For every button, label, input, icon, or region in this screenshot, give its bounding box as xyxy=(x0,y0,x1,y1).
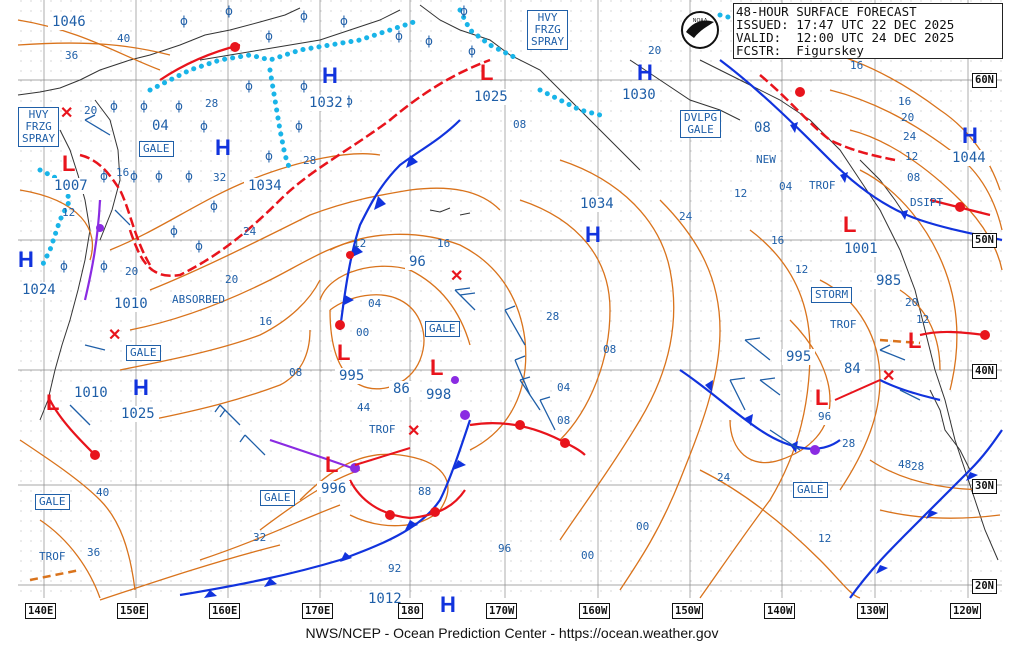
svg-text:ɸ: ɸ xyxy=(295,119,303,133)
latitude-label: 20N xyxy=(972,579,997,594)
longitude-label: 180 xyxy=(398,603,423,619)
annotation-new: NEW xyxy=(756,153,776,166)
svg-text:ɸ: ɸ xyxy=(110,99,118,113)
warm-front-bumps xyxy=(90,42,990,520)
noaa-logo: NOAA xyxy=(681,11,719,49)
warning-gale: GALE xyxy=(260,490,295,506)
annotation-trof: TROF xyxy=(39,550,66,563)
svg-text:ɸ: ɸ xyxy=(60,259,68,273)
latitude-label: 30N xyxy=(972,479,997,494)
header-valid: VALID: 12:00 UTC 24 DEC 2025 xyxy=(736,30,955,45)
annotation-absorbed: ABSORBED xyxy=(172,293,225,306)
annotation-dissipating: DSIPT xyxy=(910,196,944,209)
warning-gale: GALE xyxy=(425,321,460,337)
cold-front-barbs xyxy=(204,122,978,598)
forecast-tracks xyxy=(79,58,896,278)
svg-text:ɸ: ɸ xyxy=(210,199,218,213)
svg-text:ɸ: ɸ xyxy=(140,99,148,113)
warning-hvy-frzg-spray: HVY FRZG SPRAY xyxy=(527,10,569,50)
storm-motion-arrows xyxy=(354,379,881,466)
warning-gale: GALE xyxy=(793,482,828,498)
svg-text:ɸ: ɸ xyxy=(395,29,403,43)
longitude-label: 150W xyxy=(672,603,704,619)
dotted-grid xyxy=(18,0,1002,598)
svg-text:ɸ: ɸ xyxy=(340,14,348,28)
svg-text:ɸ: ɸ xyxy=(195,239,203,253)
longitude-label: 120W xyxy=(950,603,982,619)
svg-text:ɸ: ɸ xyxy=(130,169,138,183)
annotation-04: 04 xyxy=(152,118,169,134)
warning-hvy-frzg-spray: HVY FRZG SPRAY xyxy=(18,107,60,147)
freezing-spray-symbols: ɸ ɸ ɸ ɸ ɸ ɸ ɸ ɸ ɸ ɸ ɸ ɸ ɸ ɸ ɸ ɸ ɸ ɸ ɸ ɸ ɸ ɸ ɸ ɸ ɸ ɸ ɸ xyxy=(60,4,476,273)
longitude-label: 170E xyxy=(302,603,334,619)
svg-text:ɸ: ɸ xyxy=(245,79,253,93)
svg-text:ɸ: ɸ xyxy=(170,224,178,238)
header-forecaster: FCSTR: Figurskey xyxy=(736,43,864,58)
svg-text:ɸ: ɸ xyxy=(225,4,233,18)
forecast-header: 48-HOUR SURFACE FORECAST ISSUED: 17:47 U… xyxy=(733,3,1003,59)
header-title: 48-HOUR SURFACE FORECAST xyxy=(736,4,917,19)
svg-text:ɸ: ɸ xyxy=(185,169,193,183)
coastlines xyxy=(17,4,999,561)
warning-storm: STORM xyxy=(811,287,853,303)
trof-lines xyxy=(29,338,921,582)
annotation-trof: TROF xyxy=(369,423,396,436)
latitude-label: 40N xyxy=(972,364,997,379)
longitude-label: 160E xyxy=(209,603,241,619)
footer-credit: NWS/NCEP - Ocean Prediction Center - htt… xyxy=(305,625,719,641)
header-issued: ISSUED: 17:47 UTC 22 DEC 2025 xyxy=(736,17,955,32)
longitude-label: 150E xyxy=(117,603,149,619)
svg-text:ɸ: ɸ xyxy=(100,259,108,273)
longitude-label: 170W xyxy=(486,603,518,619)
svg-text:ɸ: ɸ xyxy=(300,79,308,93)
svg-text:ɸ: ɸ xyxy=(300,9,308,23)
svg-text:ɸ: ɸ xyxy=(175,99,183,113)
warning-gale: GALE xyxy=(139,141,174,157)
svg-text:ɸ: ɸ xyxy=(265,29,273,43)
warning-gale: GALE xyxy=(126,345,161,361)
annotation-trof: TROF xyxy=(830,318,857,331)
svg-text:ɸ: ɸ xyxy=(468,44,476,58)
longitude-label: 130W xyxy=(857,603,889,619)
occluded-front-symbols xyxy=(96,224,820,473)
warning-developing-gale: DVLPG GALE xyxy=(680,110,722,138)
svg-text:ɸ: ɸ xyxy=(200,119,208,133)
longitude-label: 140E xyxy=(25,603,57,619)
longitude-label: 160W xyxy=(579,603,611,619)
warning-gale: GALE xyxy=(35,494,70,510)
svg-text:ɸ: ɸ xyxy=(180,14,188,28)
svg-text:ɸ: ɸ xyxy=(460,4,468,18)
svg-text:NOAA: NOAA xyxy=(693,18,708,24)
annotation-08: 08 xyxy=(754,120,771,136)
wind-barbs xyxy=(69,114,921,456)
svg-text:ɸ: ɸ xyxy=(425,34,433,48)
latitude-label: 60N xyxy=(972,73,997,88)
annotation-trof: TROF xyxy=(809,179,836,192)
occluded-fronts xyxy=(83,199,353,470)
svg-text:ɸ: ɸ xyxy=(155,169,163,183)
svg-text:ɸ: ɸ xyxy=(100,169,108,183)
svg-text:ɸ: ɸ xyxy=(345,94,353,108)
latitude-label: 50N xyxy=(972,233,997,248)
longitude-label: 140W xyxy=(764,603,796,619)
svg-text:ɸ: ɸ xyxy=(265,149,273,163)
